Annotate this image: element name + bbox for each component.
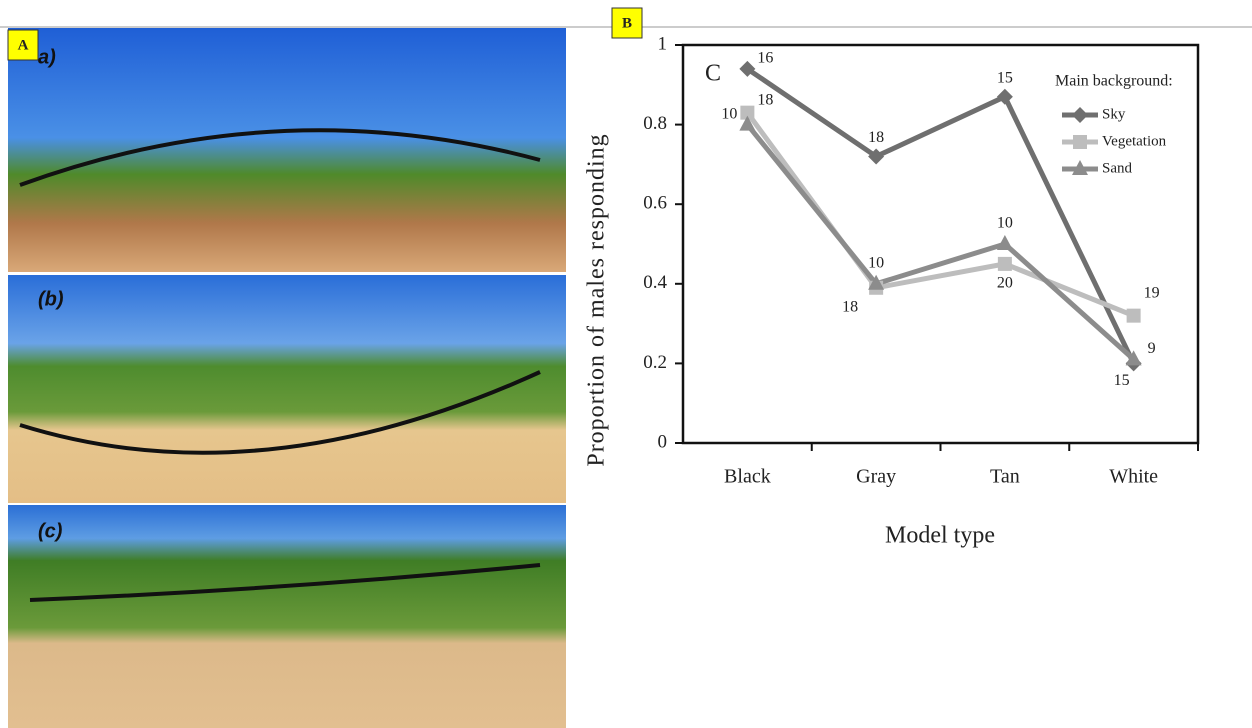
legend-label: Vegetation [1102, 133, 1167, 149]
sample-size: 15 [1114, 372, 1130, 389]
y-tick-label: 0.8 [643, 113, 667, 134]
legend-marker [1072, 107, 1088, 123]
point [997, 235, 1013, 250]
legend-title: Main background: [1055, 73, 1173, 90]
sample-size: 19 [1144, 284, 1160, 301]
sample-size: 18 [757, 91, 773, 108]
photo [8, 275, 566, 503]
figure: a) (b) (c) A B C Model type Proportion o… [0, 0, 1252, 728]
sample-size: 10 [721, 105, 737, 122]
panel-label: A [18, 37, 29, 53]
sample-size: 20 [997, 275, 1013, 292]
x-tick-label: Black [724, 466, 771, 488]
legend-marker [1073, 135, 1087, 149]
y-tick-label: 0 [658, 431, 668, 452]
sample-size: 16 [757, 50, 773, 67]
point [998, 257, 1012, 271]
sample-size: 18 [842, 298, 858, 315]
y-tick-label: 0.6 [643, 193, 667, 214]
x-tick-label: Gray [856, 466, 896, 488]
point [997, 89, 1013, 105]
page: a) (b) (c) A B C Model type Proportion o… [0, 0, 1252, 728]
panel-label: B [622, 15, 632, 31]
x-tick-label: White [1109, 466, 1158, 488]
y-tick-label: 0.4 [643, 272, 667, 293]
sample-size: 18 [868, 129, 884, 146]
point [1127, 309, 1141, 323]
sample-size: 10 [997, 215, 1013, 232]
x-axis-label: Model type [885, 523, 995, 549]
legend-label: Sky [1102, 106, 1126, 122]
panel-letter: C [705, 61, 721, 87]
legend-label: Sand [1102, 160, 1133, 176]
photo-label: a) [38, 46, 56, 68]
photo [8, 28, 566, 272]
y-tick-label: 1 [658, 33, 668, 54]
photo [8, 505, 566, 728]
x-tick-label: Tan [990, 466, 1020, 488]
y-tick-label: 0.2 [643, 352, 667, 373]
sample-size: 9 [1148, 340, 1156, 357]
sample-size: 10 [868, 254, 884, 271]
photo-label: (b) [38, 288, 64, 310]
sample-size: 15 [997, 69, 1013, 86]
photo-label: (c) [38, 520, 63, 542]
y-axis-label: Proportion of males responding [584, 133, 610, 466]
